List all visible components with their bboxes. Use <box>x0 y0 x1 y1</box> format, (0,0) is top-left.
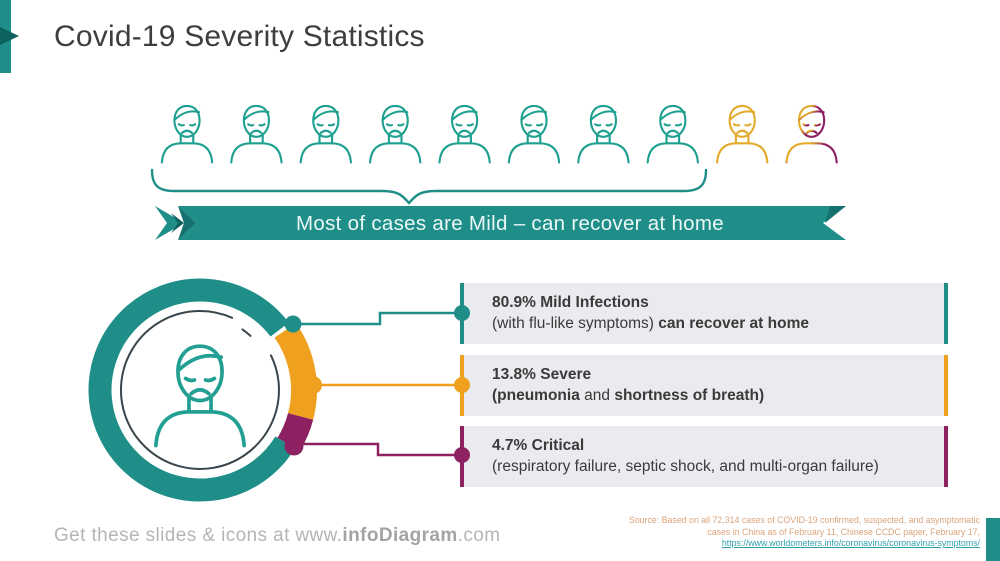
right-accent-bar <box>986 518 1000 561</box>
stat-headline-critical: 4.7% Critical <box>492 437 585 454</box>
footer-prefix: Get these slides & icons at www. <box>54 525 343 546</box>
source-note: Source: Based on all 72,314 cases of COV… <box>560 515 980 550</box>
source-line2: cases in China as of February 11, Chines… <box>707 526 980 537</box>
person-icon-mild <box>577 104 630 164</box>
stat-card-severe: 13.8% Severe (pneumonia and shortness of… <box>460 355 948 416</box>
source-link[interactable]: https://www.worldometers.info/coronaviru… <box>721 538 980 548</box>
person-icon-critical <box>785 104 838 164</box>
page-title: Covid-19 Severity Statistics <box>54 20 425 53</box>
donut-inner-sketch-circle <box>120 310 280 470</box>
footer-suffix: .com <box>457 525 501 546</box>
person-icon-mild <box>646 104 700 164</box>
patient-person-icon <box>153 344 247 448</box>
banner-ribbon <box>155 206 846 240</box>
person-icon-severe <box>715 104 769 164</box>
stat-detail-mild: (with flu-like symptoms) can recover at … <box>492 315 809 332</box>
brace <box>150 168 708 205</box>
person-icon-mild <box>299 104 353 164</box>
person-icon-mild <box>507 104 561 164</box>
stat-headline-severe: 13.8% Severe <box>492 366 592 383</box>
stat-headline-mild: 80.9% Mild Infections <box>492 294 649 311</box>
people-row <box>160 104 838 164</box>
stat-card-mild: 80.9% Mild Infections (with flu-like sym… <box>460 283 948 344</box>
footer-promo: Get these slides & icons at www.infoDiag… <box>54 525 500 547</box>
stat-detail-severe: (pneumonia and shortness of breath) <box>492 387 765 404</box>
person-icon-mild <box>438 104 491 164</box>
accent-arrow-icon <box>0 27 19 45</box>
donut-segment-critical <box>277 412 314 452</box>
person-icon-mild <box>160 104 214 164</box>
stat-detail-critical: (respiratory failure, septic shock, and … <box>492 458 879 475</box>
source-line1: Source: Based on all 72,314 cases of COV… <box>628 515 980 525</box>
donut-segment-severe <box>274 322 317 420</box>
donut-segment-mild <box>88 278 295 502</box>
banner-label: Most of cases are Mild – can recover at … <box>296 212 724 235</box>
stat-card-critical: 4.7% Critical (respiratory failure, sept… <box>460 426 948 487</box>
footer-brand: infoDiagram <box>342 525 458 546</box>
left-accent-bar <box>0 0 19 73</box>
person-icon-mild <box>230 104 283 164</box>
person-icon-mild <box>368 104 422 164</box>
